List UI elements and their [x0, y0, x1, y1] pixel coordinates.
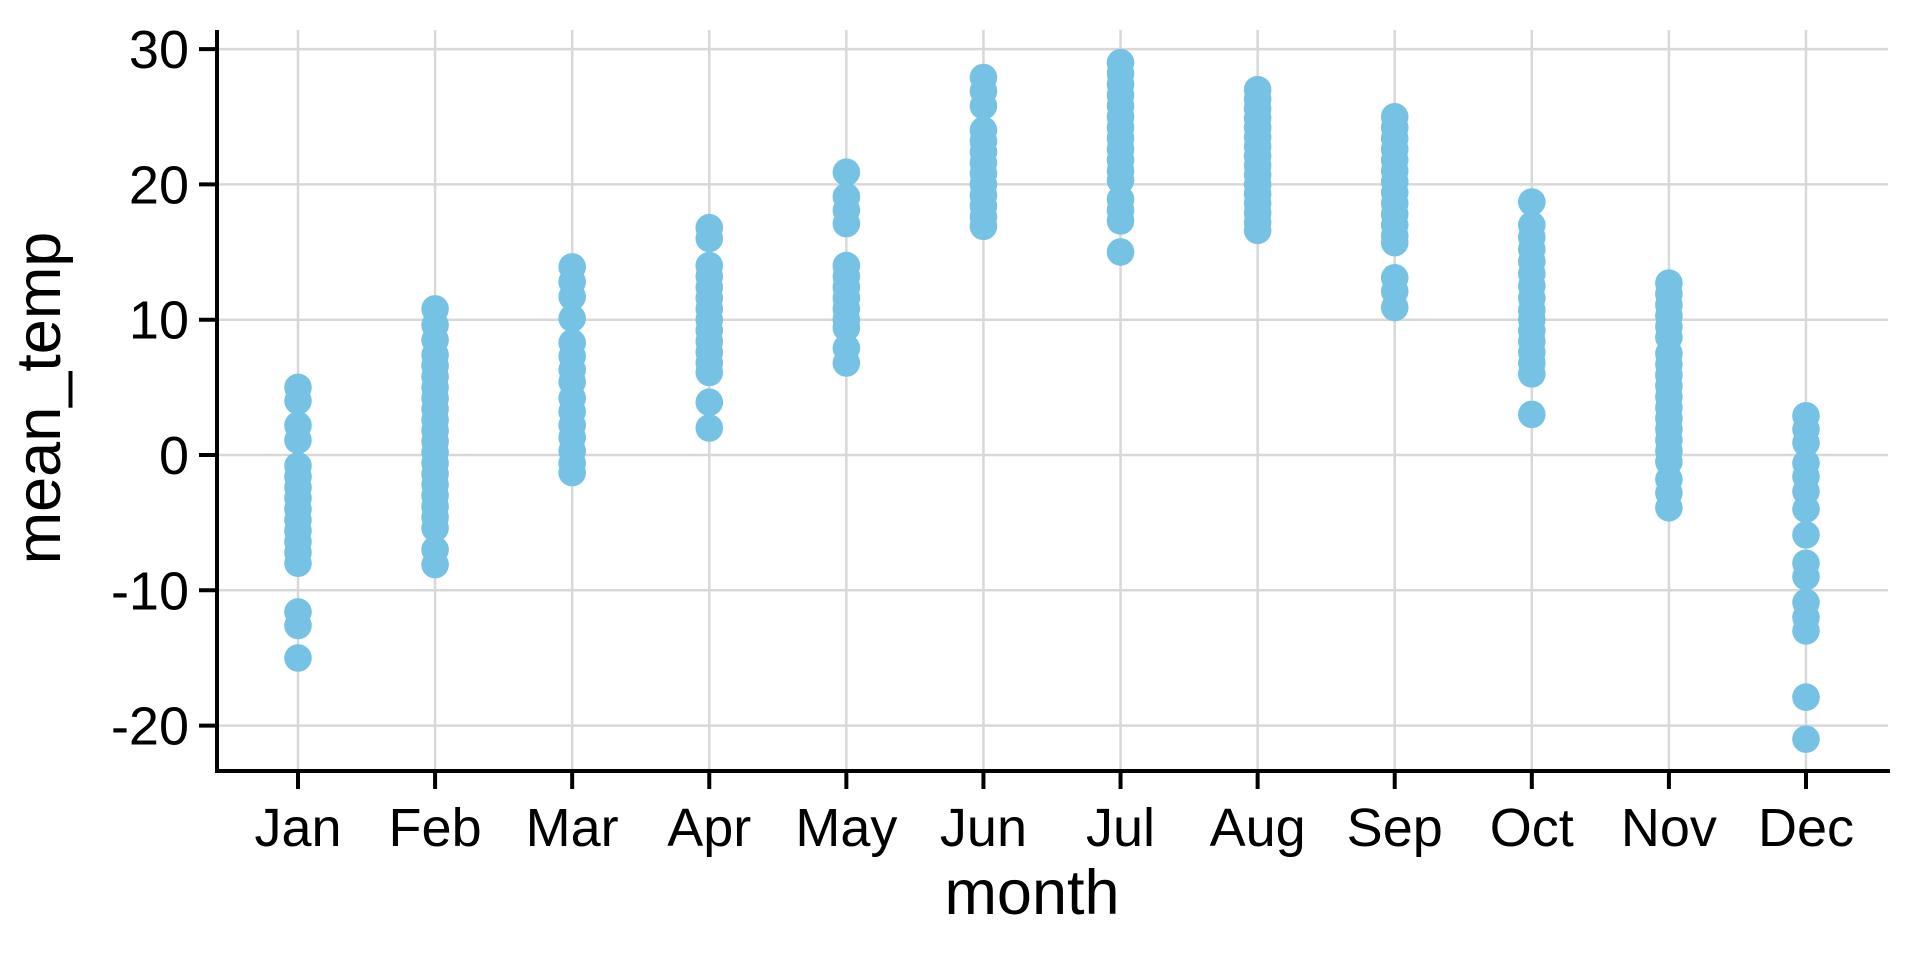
data-points [284, 48, 1820, 753]
data-point [1792, 683, 1820, 711]
data-point [1792, 562, 1820, 591]
data-point [284, 387, 312, 415]
data-point [284, 426, 312, 454]
data-point [1792, 495, 1820, 523]
data-point [558, 458, 586, 487]
x-tick-label: Oct [1490, 798, 1574, 858]
gridlines [217, 30, 1888, 771]
x-tick-label: Mar [526, 798, 619, 858]
data-point [695, 388, 724, 417]
data-point [558, 282, 586, 311]
data-point [1380, 293, 1409, 322]
x-tick-label: Jul [1086, 798, 1155, 858]
x-tick-label: Apr [667, 798, 751, 858]
x-tick-label: Nov [1621, 798, 1717, 858]
data-point [1792, 617, 1820, 645]
x-tick-label: Jun [940, 798, 1027, 858]
x-tick-label: Aug [1210, 798, 1306, 858]
data-point [421, 514, 449, 542]
y-tick-label: 10 [129, 291, 189, 351]
data-point [1106, 207, 1135, 235]
data-point [284, 611, 312, 640]
data-point [695, 358, 724, 387]
data-point [832, 314, 861, 342]
y-tick-label: 20 [129, 155, 189, 215]
y-tick-label: -20 [111, 697, 189, 757]
y-axis-title: mean_temp [4, 232, 74, 565]
data-point [969, 212, 998, 241]
data-point [1106, 166, 1135, 195]
data-point [695, 224, 724, 253]
data-point [1106, 238, 1135, 266]
data-point [1792, 521, 1820, 549]
x-tick-label: May [795, 798, 897, 858]
x-tick-label: Sep [1347, 798, 1443, 858]
x-tick-label: Jan [254, 798, 341, 858]
data-point [1792, 429, 1820, 457]
data-point [832, 349, 861, 377]
x-tick-label: Dec [1758, 798, 1854, 858]
data-point [284, 644, 312, 672]
data-point [832, 158, 861, 187]
data-point [1518, 360, 1546, 388]
data-point [558, 304, 586, 333]
data-point [1792, 725, 1820, 753]
data-point [1380, 228, 1409, 257]
tick-labels: 30 20 10 0 -10 -20 Jan Feb Mar Apr May Jun Jul Aug Sep… [111, 20, 1854, 858]
data-point [832, 209, 861, 238]
data-point [1518, 400, 1546, 429]
data-point [284, 549, 312, 578]
y-tick-label: 0 [159, 426, 189, 486]
data-point [421, 550, 449, 579]
y-tick-label: 30 [129, 20, 189, 80]
y-tick-label: -10 [111, 561, 189, 621]
data-point [1518, 188, 1546, 216]
data-point [695, 414, 724, 442]
data-point [969, 92, 998, 120]
data-point [1243, 216, 1272, 245]
x-tick-label: Feb [389, 798, 482, 858]
data-point [1655, 493, 1683, 522]
axes [199, 30, 1890, 789]
x-axis-title: month [944, 858, 1119, 928]
